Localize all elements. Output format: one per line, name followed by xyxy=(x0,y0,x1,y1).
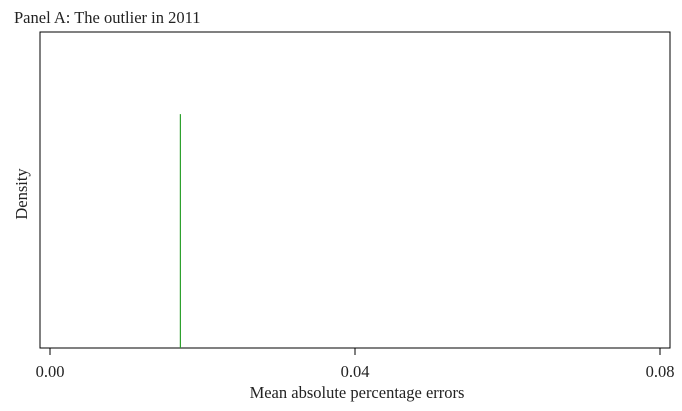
x-tick-label: 0.08 xyxy=(646,362,675,381)
chart-title: Panel A: The outlier in 2011 xyxy=(14,8,201,27)
x-tick-label: 0.04 xyxy=(341,362,370,381)
x-axis-label: Mean absolute percentage errors xyxy=(250,383,465,402)
x-axis: 0.00 0.04 0.08 xyxy=(36,348,675,381)
plot-area-border xyxy=(39,31,671,349)
x-tick-label: 0.00 xyxy=(36,362,65,381)
y-axis-label: Density xyxy=(12,168,31,220)
